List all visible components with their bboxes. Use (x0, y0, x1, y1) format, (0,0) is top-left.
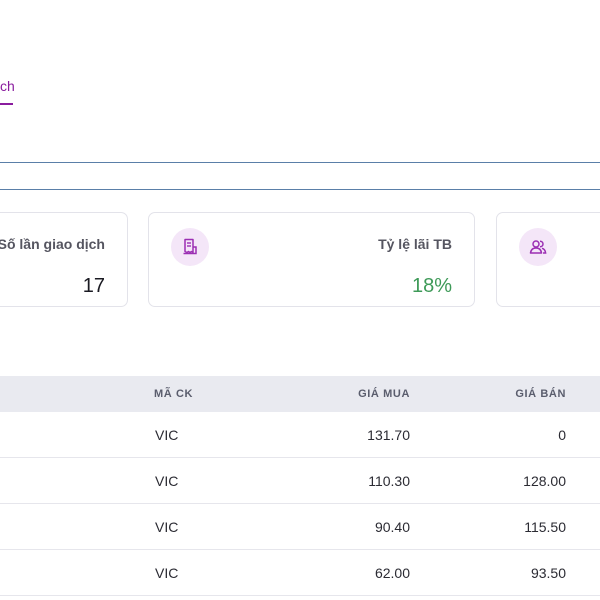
column-header-ma-ck[interactable]: MÃ CK (154, 388, 194, 400)
filter-bar[interactable] (0, 162, 600, 190)
table-header: MÃ CK GIÁ MUA GIÁ BÁN (0, 376, 600, 412)
cell-gia-ban: 115.50 (524, 519, 566, 535)
receipt-icon (171, 228, 209, 266)
table-row[interactable]: VIC 110.30 128.00 (0, 458, 600, 504)
cell-ma-ck: VIC (155, 473, 179, 489)
stat-value: 18% (411, 275, 452, 297)
cell-gia-mua: 110.30 (368, 473, 410, 489)
transactions-table: MÃ CK GIÁ MUA GIÁ BÁN VIC 131.70 0 VIC 1… (0, 376, 600, 596)
cell-gia-ban: 93.50 (530, 565, 566, 581)
cell-ma-ck: VIC (155, 427, 179, 443)
stat-value: 17 (82, 275, 105, 297)
cell-gia-mua: 62.00 (374, 565, 410, 581)
column-header-gia-mua[interactable]: GIÁ MUA (358, 388, 410, 400)
tab-label: ch (0, 78, 15, 94)
cell-ma-ck: VIC (155, 565, 179, 581)
table-row[interactable]: VIC 131.70 0 (0, 412, 600, 458)
users-icon (519, 228, 557, 266)
table-row[interactable]: VIC 62.00 93.50 (0, 550, 600, 596)
column-header-gia-ban[interactable]: GIÁ BÁN (515, 388, 566, 400)
stat-label: Số lần giao dịch (0, 236, 105, 252)
stat-card-transactions: Số lần giao dịch 17 (0, 212, 128, 307)
tab-transactions[interactable]: ch (0, 78, 15, 106)
cell-gia-mua: 131.70 (367, 427, 410, 443)
table-row[interactable]: VIC 90.40 115.50 (0, 504, 600, 550)
cell-gia-mua: 90.40 (374, 519, 410, 535)
cell-gia-ban: 0 (558, 427, 566, 443)
stat-label: Tỷ lệ lãi TB (378, 236, 452, 252)
stat-card-avg-profit: Tỷ lệ lãi TB 18% (148, 212, 475, 307)
cell-gia-ban: 128.00 (523, 473, 566, 489)
tab-active-indicator (0, 103, 13, 105)
stat-card-users (496, 212, 600, 307)
cell-ma-ck: VIC (155, 519, 179, 535)
